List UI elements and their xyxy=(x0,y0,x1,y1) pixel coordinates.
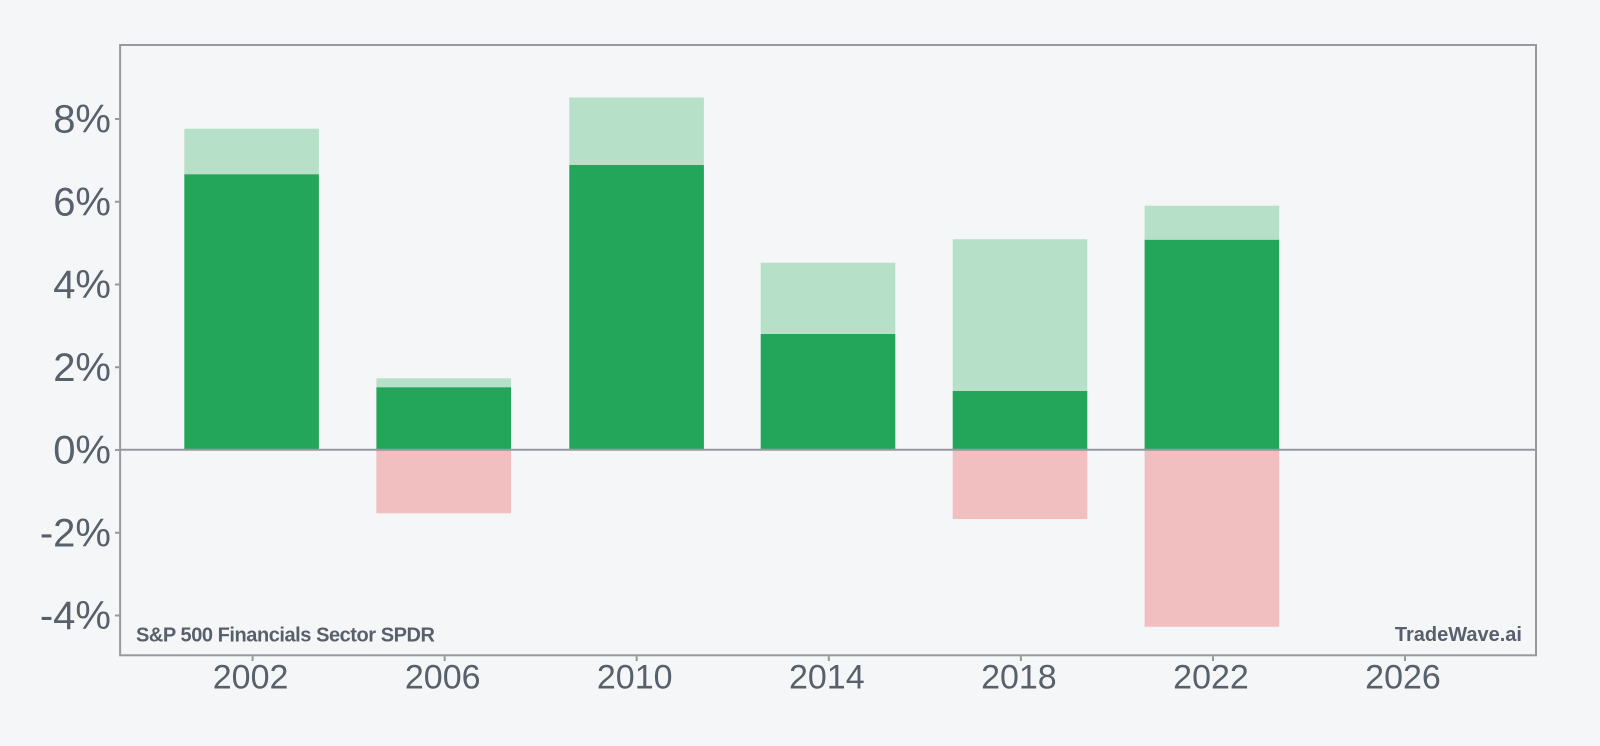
svg-text:0%: 0% xyxy=(53,429,111,473)
svg-text:S&P 500 Financials Sector SPDR: S&P 500 Financials Sector SPDR xyxy=(136,624,435,646)
svg-text:TradeWave.ai: TradeWave.ai xyxy=(1395,624,1522,646)
svg-text:-2%: -2% xyxy=(40,511,111,555)
svg-text:2014: 2014 xyxy=(789,659,865,697)
svg-text:2010: 2010 xyxy=(597,659,673,697)
svg-text:2002: 2002 xyxy=(213,659,289,697)
svg-text:2026: 2026 xyxy=(1365,659,1441,697)
svg-text:2006: 2006 xyxy=(405,659,481,697)
svg-text:2022: 2022 xyxy=(1173,659,1249,697)
svg-text:-4%: -4% xyxy=(40,594,111,638)
svg-text:2018: 2018 xyxy=(981,659,1057,697)
svg-text:6%: 6% xyxy=(53,180,111,224)
svg-text:8%: 8% xyxy=(53,98,111,142)
svg-text:4%: 4% xyxy=(53,263,111,307)
svg-text:2%: 2% xyxy=(53,346,111,390)
